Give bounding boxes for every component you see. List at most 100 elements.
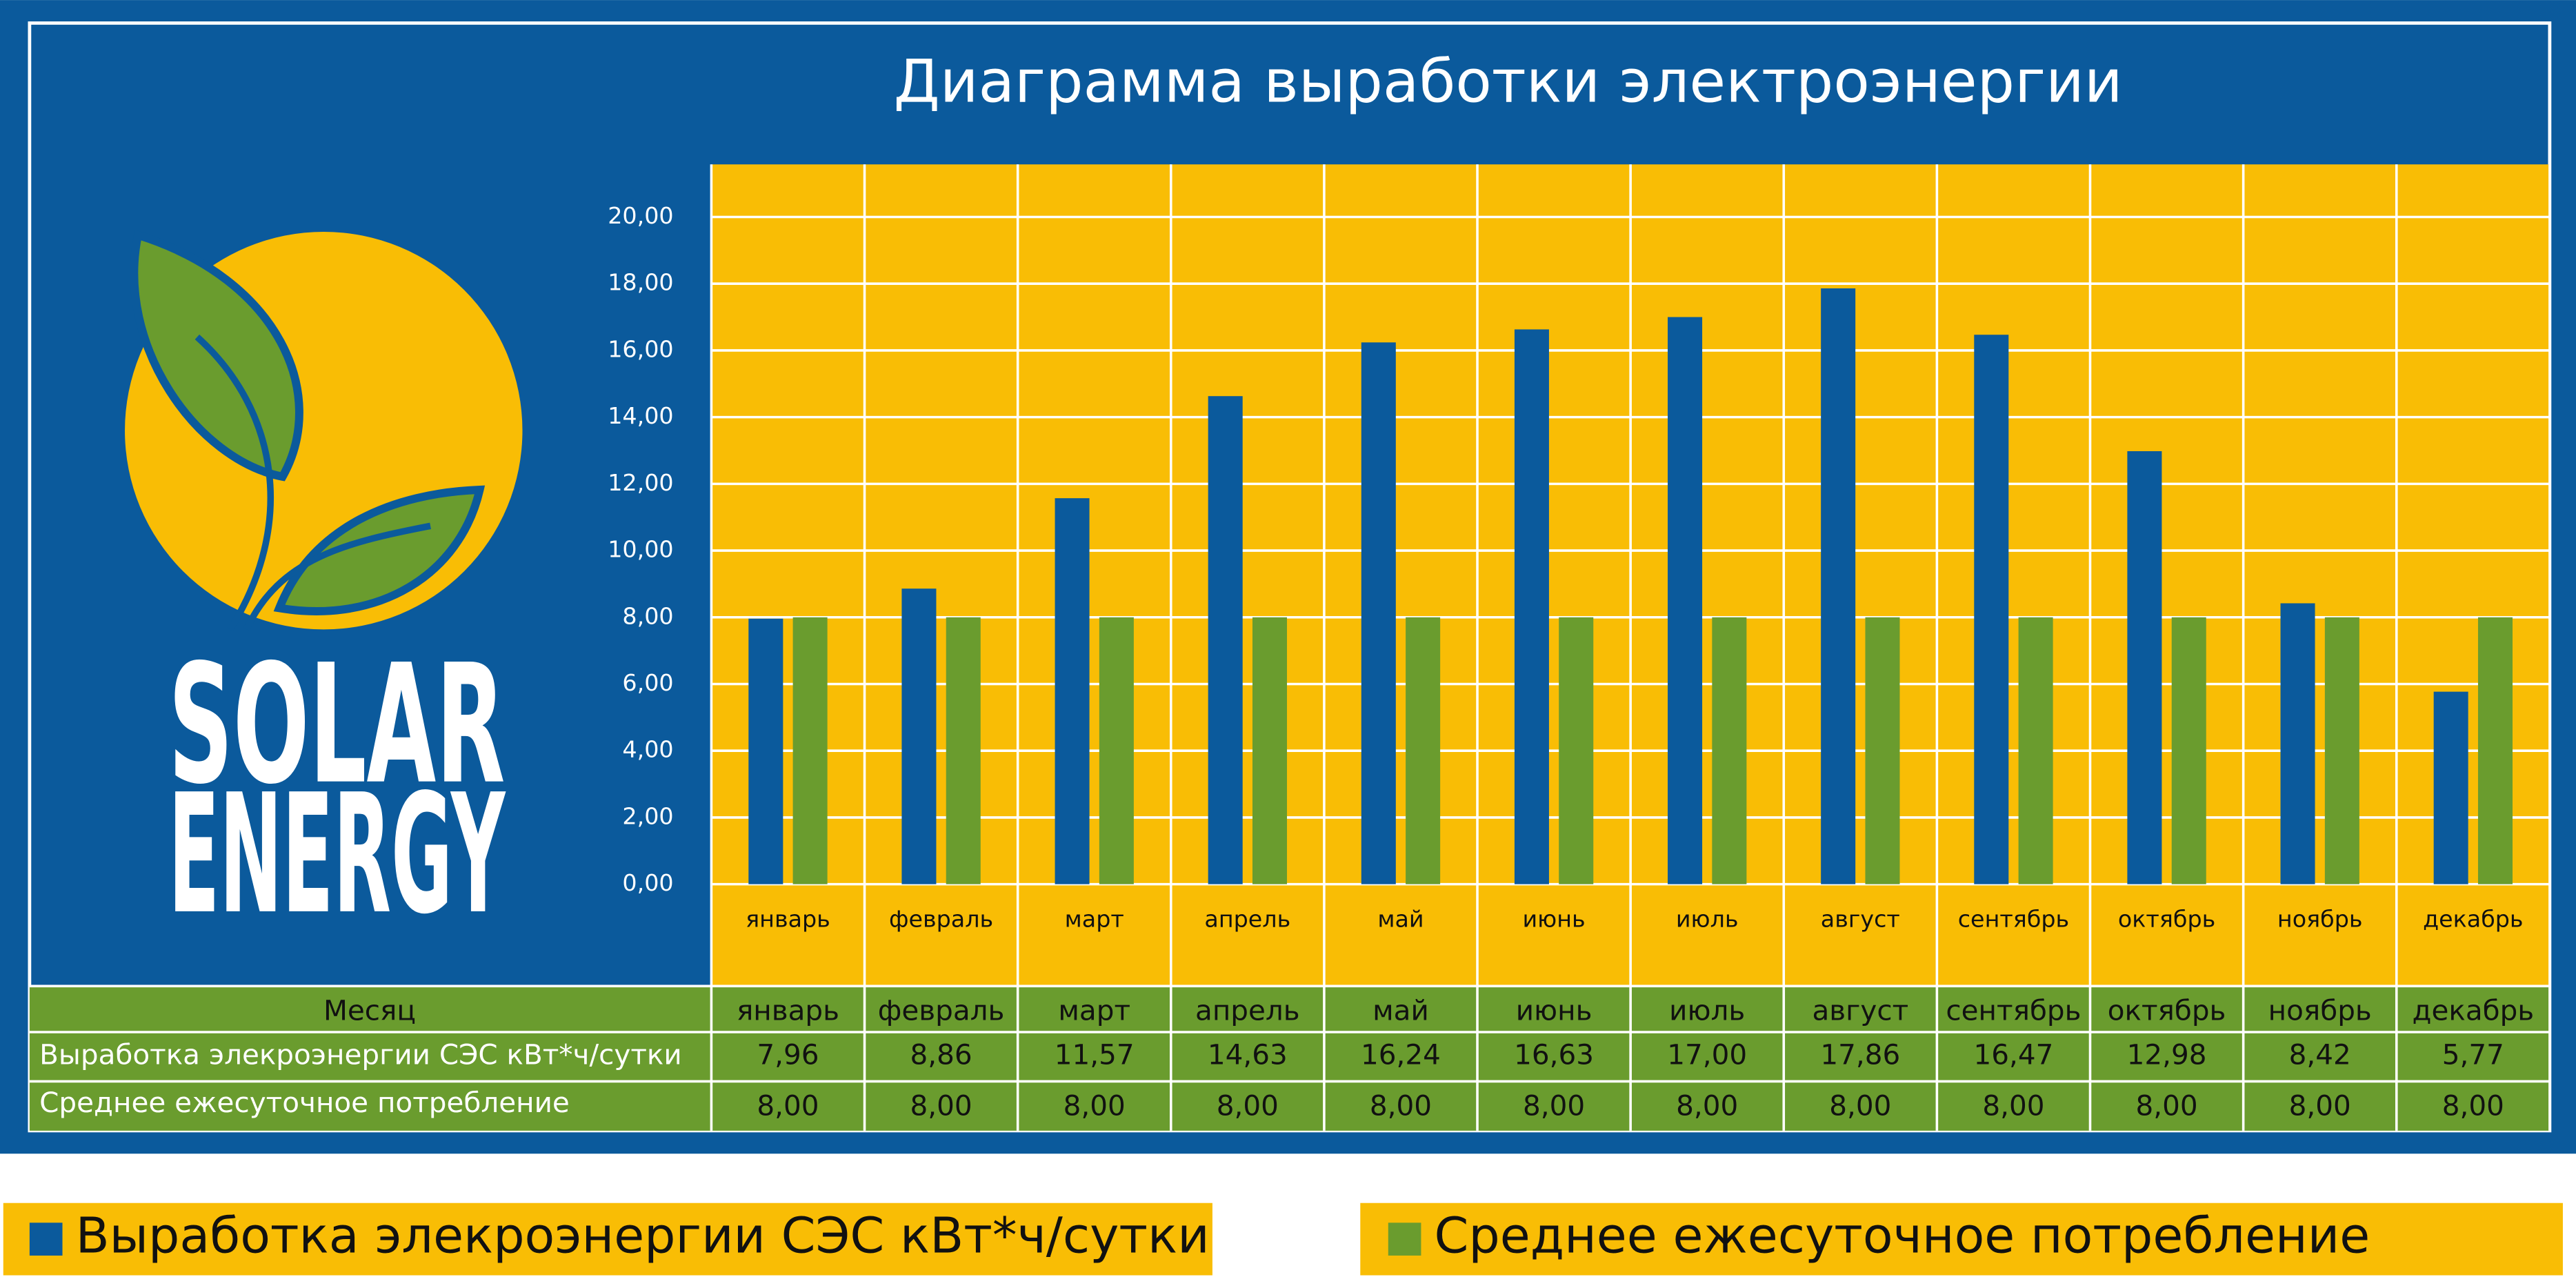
table-value: 8,00 — [2289, 1089, 2351, 1122]
logo-text: SOLAR — [168, 630, 505, 821]
table-month: сентябрь — [1946, 993, 2081, 1027]
bar — [1208, 396, 1243, 884]
table-row-label: Выработка элекроэнергии СЭС кВт*ч/сутки — [39, 1038, 682, 1071]
table-bg — [29, 986, 2550, 1131]
legend-marker — [1388, 1222, 1421, 1256]
x-tick-label: апрель — [1204, 906, 1290, 933]
table-month: август — [1812, 993, 1908, 1027]
bar — [1712, 617, 1747, 884]
table-value: 16,47 — [1974, 1038, 2054, 1071]
table-month: февраль — [878, 993, 1005, 1027]
x-tick-label: июль — [1676, 906, 1739, 933]
bar — [1406, 617, 1441, 884]
x-tick-label: октябрь — [2118, 906, 2215, 933]
legend-box — [3, 1202, 1212, 1276]
x-tick-label: май — [1377, 906, 1424, 933]
y-tick-label: 12,00 — [608, 469, 673, 496]
bar — [2324, 617, 2359, 884]
table-month: ноябрь — [2268, 993, 2372, 1027]
table-value: 12,98 — [2127, 1038, 2207, 1071]
bar — [2433, 691, 2468, 884]
table-month: январь — [737, 993, 839, 1027]
x-tick-label: ноябрь — [2277, 906, 2363, 933]
table-month: октябрь — [2108, 993, 2226, 1027]
bar — [1559, 617, 1594, 884]
bar — [1865, 617, 1900, 884]
table-value: 8,00 — [1217, 1089, 1279, 1122]
logo-text: ENERGY — [168, 760, 506, 951]
x-tick-label: март — [1065, 906, 1124, 933]
legend-label: Выработка элекроэнергии СЭС кВт*ч/сутки — [76, 1207, 1210, 1265]
bar — [901, 588, 937, 884]
y-tick-label: 10,00 — [608, 536, 673, 563]
x-tick-label: июнь — [1523, 906, 1586, 933]
bar — [1099, 617, 1134, 884]
bar — [748, 618, 783, 884]
table-value: 8,00 — [1829, 1089, 1891, 1122]
y-tick-label: 4,00 — [622, 736, 673, 763]
legend-label: Среднее ежесуточное потребление — [1434, 1207, 2370, 1265]
table-value: 8,00 — [2136, 1089, 2198, 1122]
table-value: 16,24 — [1361, 1038, 1441, 1071]
table-value: 8,00 — [757, 1089, 819, 1122]
table-value: 17,86 — [1820, 1038, 1900, 1071]
y-tick-label: 8,00 — [622, 602, 673, 629]
table-value: 8,00 — [1523, 1089, 1585, 1122]
table-month: декабрь — [2412, 993, 2534, 1027]
chart-title: Диаграмма выработки электроэнергии — [894, 47, 2123, 116]
table-value: 16,63 — [1514, 1038, 1594, 1071]
x-tick-label: август — [1821, 906, 1900, 933]
bar — [1974, 335, 2009, 884]
table-value: 8,00 — [1370, 1089, 1432, 1122]
table-month: июнь — [1516, 993, 1592, 1027]
bar — [1821, 288, 1856, 884]
table-value: 5,77 — [2442, 1038, 2504, 1071]
bar — [2171, 617, 2206, 884]
bar — [946, 617, 981, 884]
bar — [2127, 451, 2162, 884]
bar — [2280, 603, 2315, 884]
bar — [792, 617, 828, 884]
table-value: 8,86 — [910, 1038, 972, 1071]
table-value: 8,42 — [2289, 1038, 2351, 1071]
y-tick-label: 18,00 — [608, 269, 673, 296]
y-tick-label: 20,00 — [608, 202, 673, 229]
bar — [1514, 329, 1549, 884]
bar — [1668, 317, 1703, 884]
logo: SOLAR ENERGY — [125, 230, 523, 951]
x-tick-label: сентябрь — [1958, 906, 2069, 933]
legend-box — [1360, 1202, 2563, 1276]
table-month: март — [1058, 993, 1130, 1027]
table-value: 7,96 — [757, 1038, 819, 1071]
table-month: апрель — [1195, 993, 1300, 1027]
table-month: июль — [1669, 993, 1745, 1027]
table-value: 8,00 — [2442, 1089, 2504, 1122]
y-tick-label: 0,00 — [622, 869, 673, 896]
bar — [1252, 617, 1288, 884]
legend-marker — [29, 1222, 63, 1256]
y-tick-label: 14,00 — [608, 402, 673, 429]
table-value: 8,00 — [1982, 1089, 2044, 1122]
table-header: Месяц — [323, 993, 416, 1027]
bar — [1055, 498, 1090, 884]
table-value: 17,00 — [1667, 1038, 1747, 1071]
logo-leaf — [273, 485, 486, 615]
y-tick-label: 16,00 — [608, 335, 673, 362]
table-value: 8,00 — [1676, 1089, 1738, 1122]
bar — [2018, 617, 2053, 884]
x-tick-label: январь — [746, 906, 830, 933]
table-value: 8,00 — [910, 1089, 972, 1122]
table-value: 14,63 — [1208, 1038, 1288, 1071]
x-tick-label: декабрь — [2423, 906, 2523, 933]
bar — [2477, 617, 2513, 884]
y-tick-label: 2,00 — [622, 802, 673, 829]
y-tick-label: 6,00 — [622, 669, 673, 696]
bar — [1361, 342, 1396, 884]
x-tick-label: февраль — [889, 906, 993, 933]
logo-stem — [194, 334, 431, 631]
table-month: май — [1372, 993, 1429, 1027]
table-value: 11,57 — [1055, 1038, 1135, 1071]
table-value: 8,00 — [1064, 1089, 1126, 1122]
